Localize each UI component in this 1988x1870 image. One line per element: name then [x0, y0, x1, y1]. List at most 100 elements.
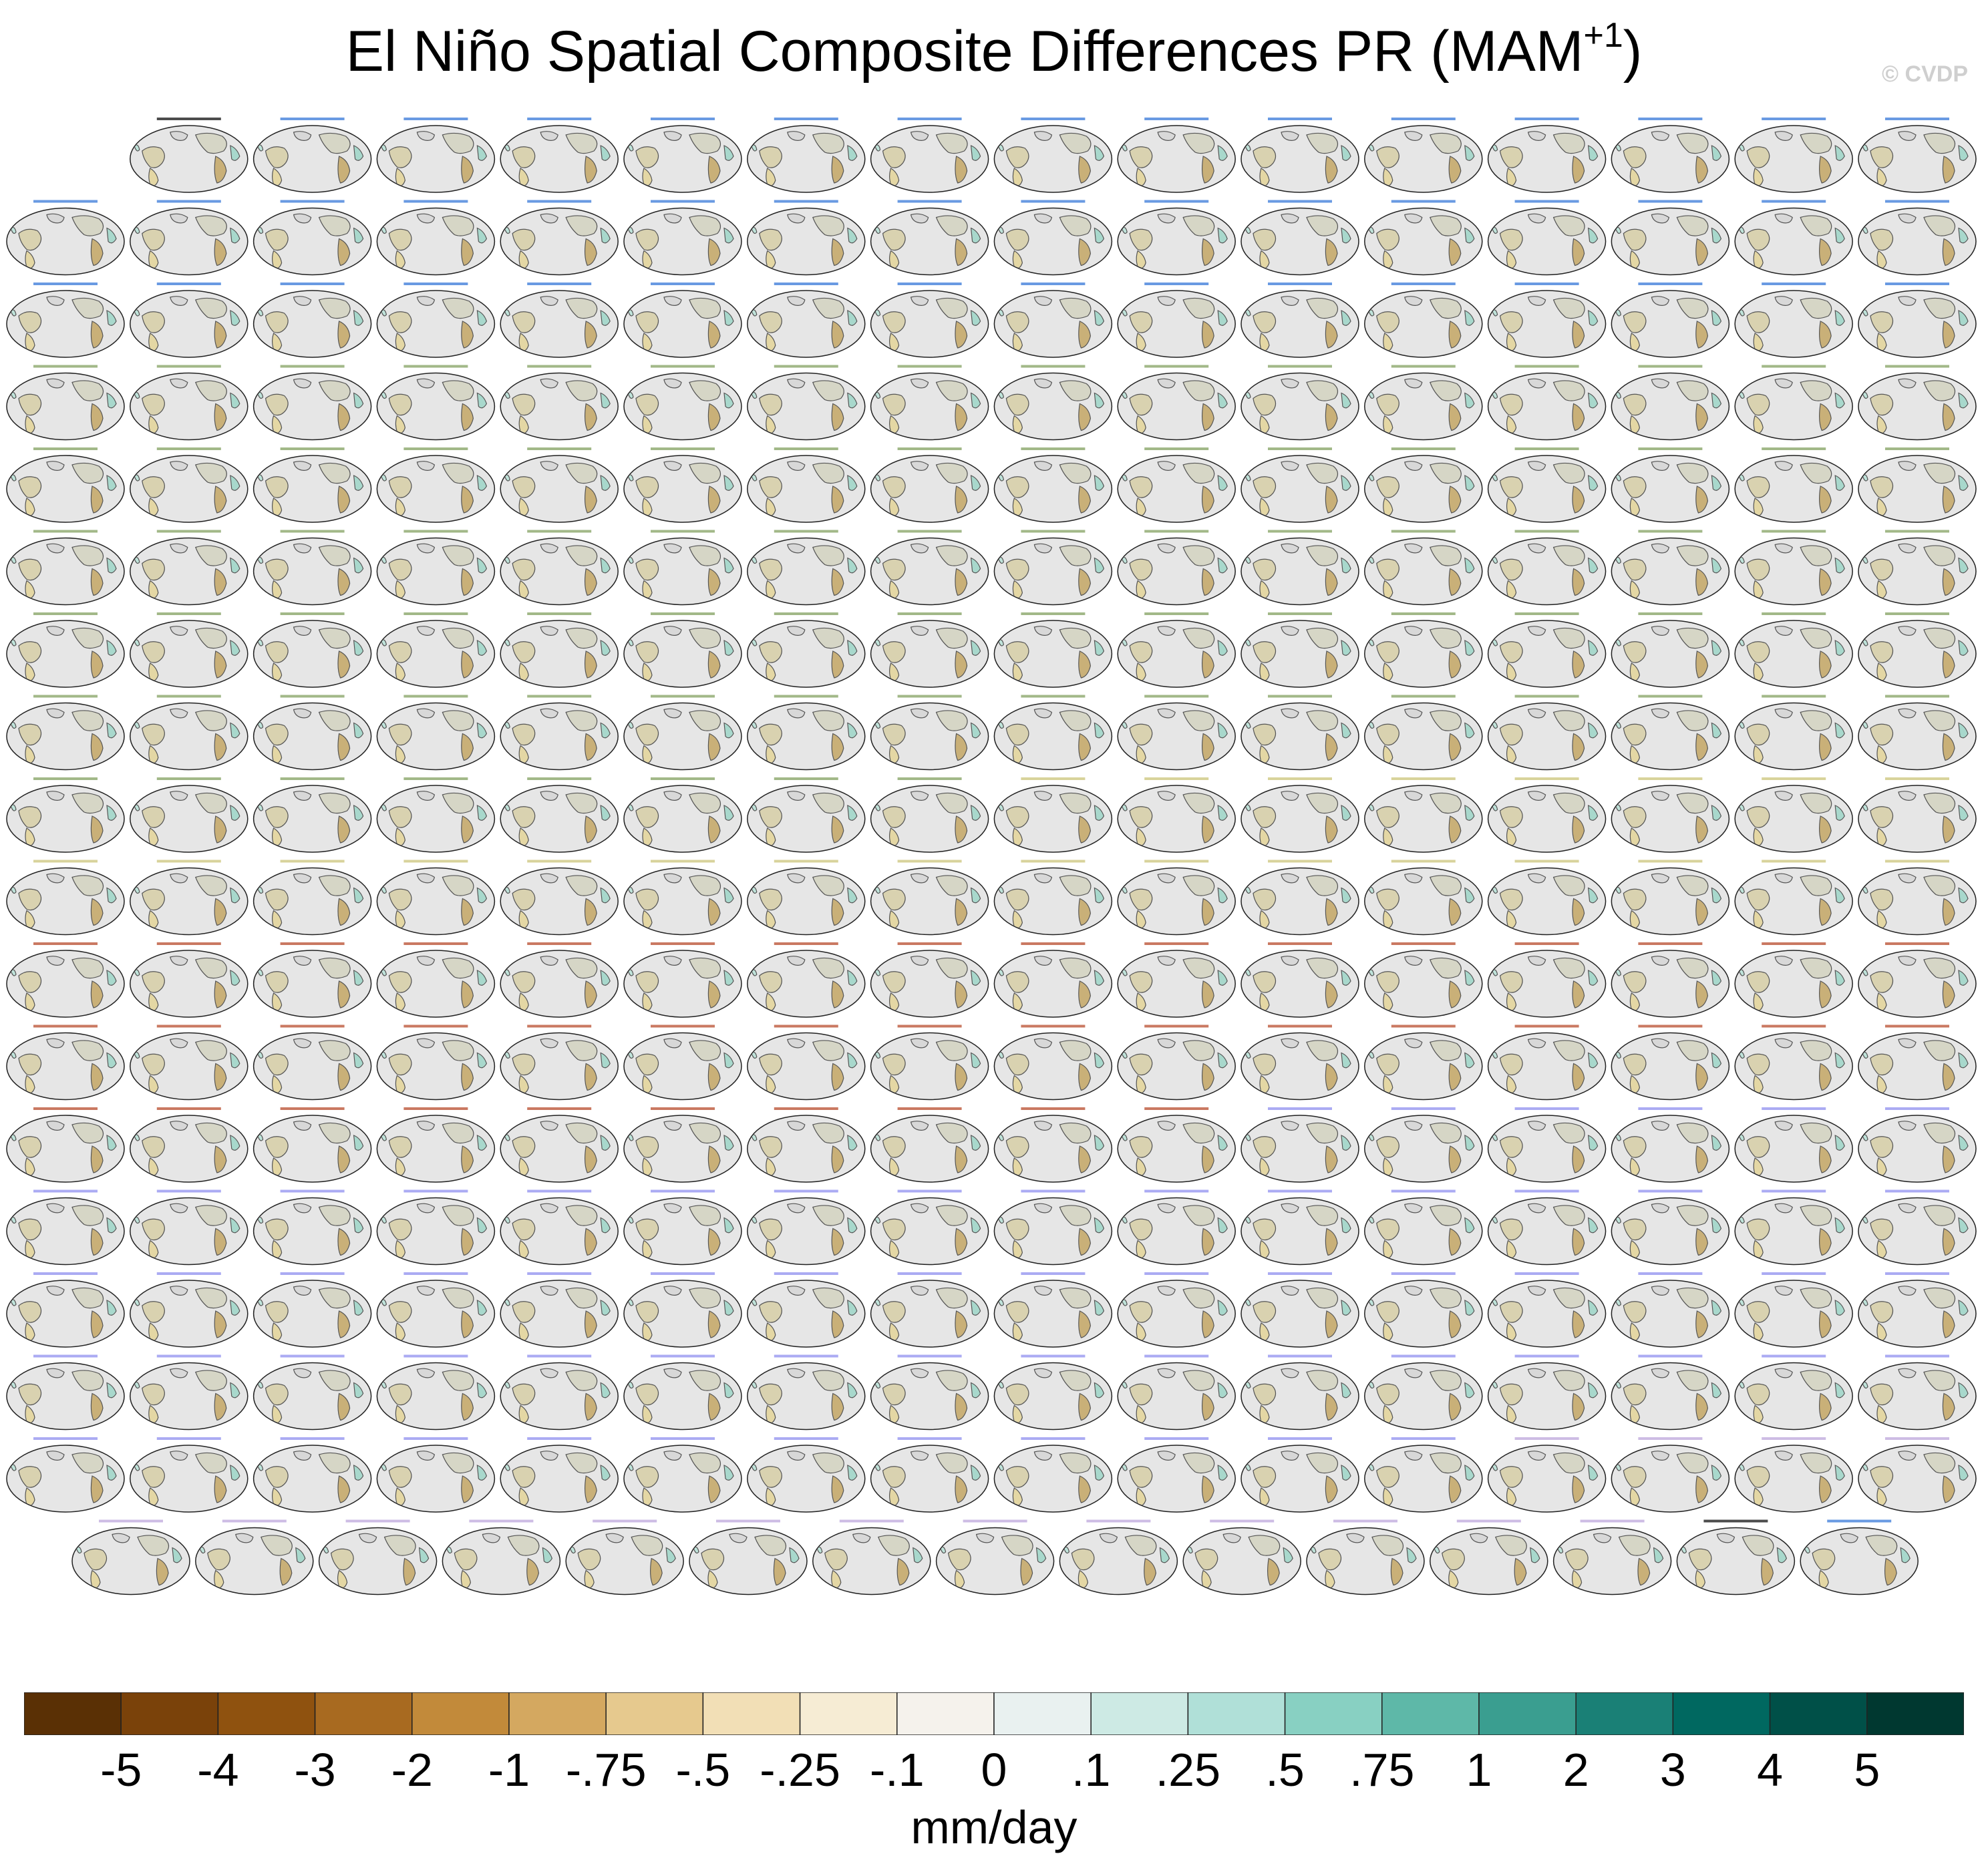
map-panel-label — [1391, 447, 1456, 450]
map-panel-label — [1514, 1272, 1579, 1275]
map-panel-label — [651, 283, 715, 285]
map-panel — [376, 283, 496, 358]
map-panel — [1858, 942, 1977, 1018]
map-panel-label — [1210, 1519, 1275, 1523]
map-panel — [1240, 860, 1359, 936]
map-panel — [1117, 612, 1236, 688]
colorbar-swatch — [1090, 1692, 1189, 1735]
map-panel — [1117, 118, 1236, 193]
map-panel — [623, 1272, 742, 1348]
colorbar-tick-label: -.25 — [760, 1744, 840, 1796]
map-panel-label — [1144, 365, 1209, 368]
map-panel — [1858, 695, 1977, 771]
map-panel-label — [1021, 283, 1086, 285]
map-panel — [993, 1272, 1113, 1348]
colorbar-tick-label: 5 — [1854, 1744, 1880, 1796]
map-panel — [253, 118, 372, 193]
map-panel — [130, 1272, 248, 1348]
map-panel-label — [1144, 777, 1209, 780]
map-panel — [1240, 942, 1359, 1018]
map-panel — [6, 1272, 125, 1348]
colorbar-tick-label: -2 — [391, 1744, 433, 1796]
map-panel-label — [403, 447, 468, 450]
map-panel-label — [593, 1519, 657, 1523]
map-panel — [376, 695, 496, 771]
map-panel-label — [1762, 695, 1826, 698]
map-panel — [1364, 1354, 1483, 1431]
map-panel-label — [33, 200, 98, 203]
map-panel-label — [403, 1107, 468, 1110]
map-panel-label — [1762, 1024, 1826, 1028]
map-panel-label — [1021, 530, 1086, 533]
map-panel-label — [1514, 1437, 1579, 1440]
map-panel — [747, 365, 866, 441]
map-panel-label — [651, 200, 715, 203]
map-panel — [993, 1437, 1113, 1513]
map-panel — [623, 860, 742, 936]
map-panel — [1611, 447, 1730, 523]
map-panel — [1734, 860, 1853, 936]
map-panel-label — [156, 695, 221, 698]
map-panel — [870, 860, 989, 936]
map-panel — [130, 530, 248, 606]
map-panel-label — [1885, 1272, 1949, 1275]
map-panel-label — [897, 1107, 962, 1110]
map-panel — [870, 1024, 989, 1101]
map-panel — [1364, 695, 1483, 771]
map-panel-label — [1268, 200, 1332, 203]
map-panel-label — [403, 1354, 468, 1358]
map-panel-label — [527, 530, 592, 533]
map-panel-label — [403, 1272, 468, 1275]
map-panel-label — [897, 200, 962, 203]
map-panel-label — [651, 447, 715, 450]
map-panel — [870, 1437, 989, 1513]
map-panel-label — [33, 530, 98, 533]
map-panel-label — [1514, 1107, 1579, 1110]
map-panel-label — [1391, 1437, 1456, 1440]
map-panel-label — [897, 695, 962, 698]
map-panel — [747, 1437, 866, 1513]
map-panel — [1611, 1024, 1730, 1101]
map-panel-label — [1638, 777, 1703, 780]
map-panel — [1364, 365, 1483, 441]
map-panel-label — [1885, 1107, 1949, 1110]
map-panel-label — [1268, 1354, 1332, 1358]
map-panel — [623, 695, 742, 771]
map-panel — [500, 365, 619, 441]
map-panel-label — [1762, 1272, 1826, 1275]
map-panel — [623, 447, 742, 523]
map-panel — [1240, 283, 1359, 358]
map-panel — [993, 1354, 1113, 1431]
map-panel — [6, 1189, 125, 1266]
map-panel-label — [1762, 365, 1826, 368]
map-panel-label — [897, 1024, 962, 1028]
map-panel — [623, 942, 742, 1018]
map-panel-label — [156, 777, 221, 780]
map-panel-label — [527, 777, 592, 780]
map-panel — [1364, 1272, 1483, 1348]
map-panel — [6, 1437, 125, 1513]
map-panel — [6, 1024, 125, 1101]
map-panel — [870, 118, 989, 193]
map-panel-label — [527, 1107, 592, 1110]
map-panel-label — [1021, 860, 1086, 863]
map-panel-label — [156, 447, 221, 450]
map-panel-label — [280, 447, 345, 450]
map-panel — [195, 1519, 314, 1596]
map-panel — [6, 860, 125, 936]
map-panel-label — [1021, 365, 1086, 368]
map-panel — [1117, 200, 1236, 276]
map-panel-label — [33, 695, 98, 698]
map-panel — [130, 365, 248, 441]
map-panel-label — [774, 200, 838, 203]
map-panel-label — [1638, 612, 1703, 615]
colorbar-tick-label: 1 — [1466, 1744, 1492, 1796]
map-panel-label — [99, 1519, 163, 1523]
map-panel — [500, 860, 619, 936]
map-panel-label — [527, 942, 592, 945]
map-panel-label — [1885, 942, 1949, 945]
map-panel-label — [1333, 1519, 1397, 1523]
map-panel-label — [1268, 1189, 1332, 1193]
map-panel-label — [1514, 365, 1579, 368]
map-panel — [130, 777, 248, 853]
